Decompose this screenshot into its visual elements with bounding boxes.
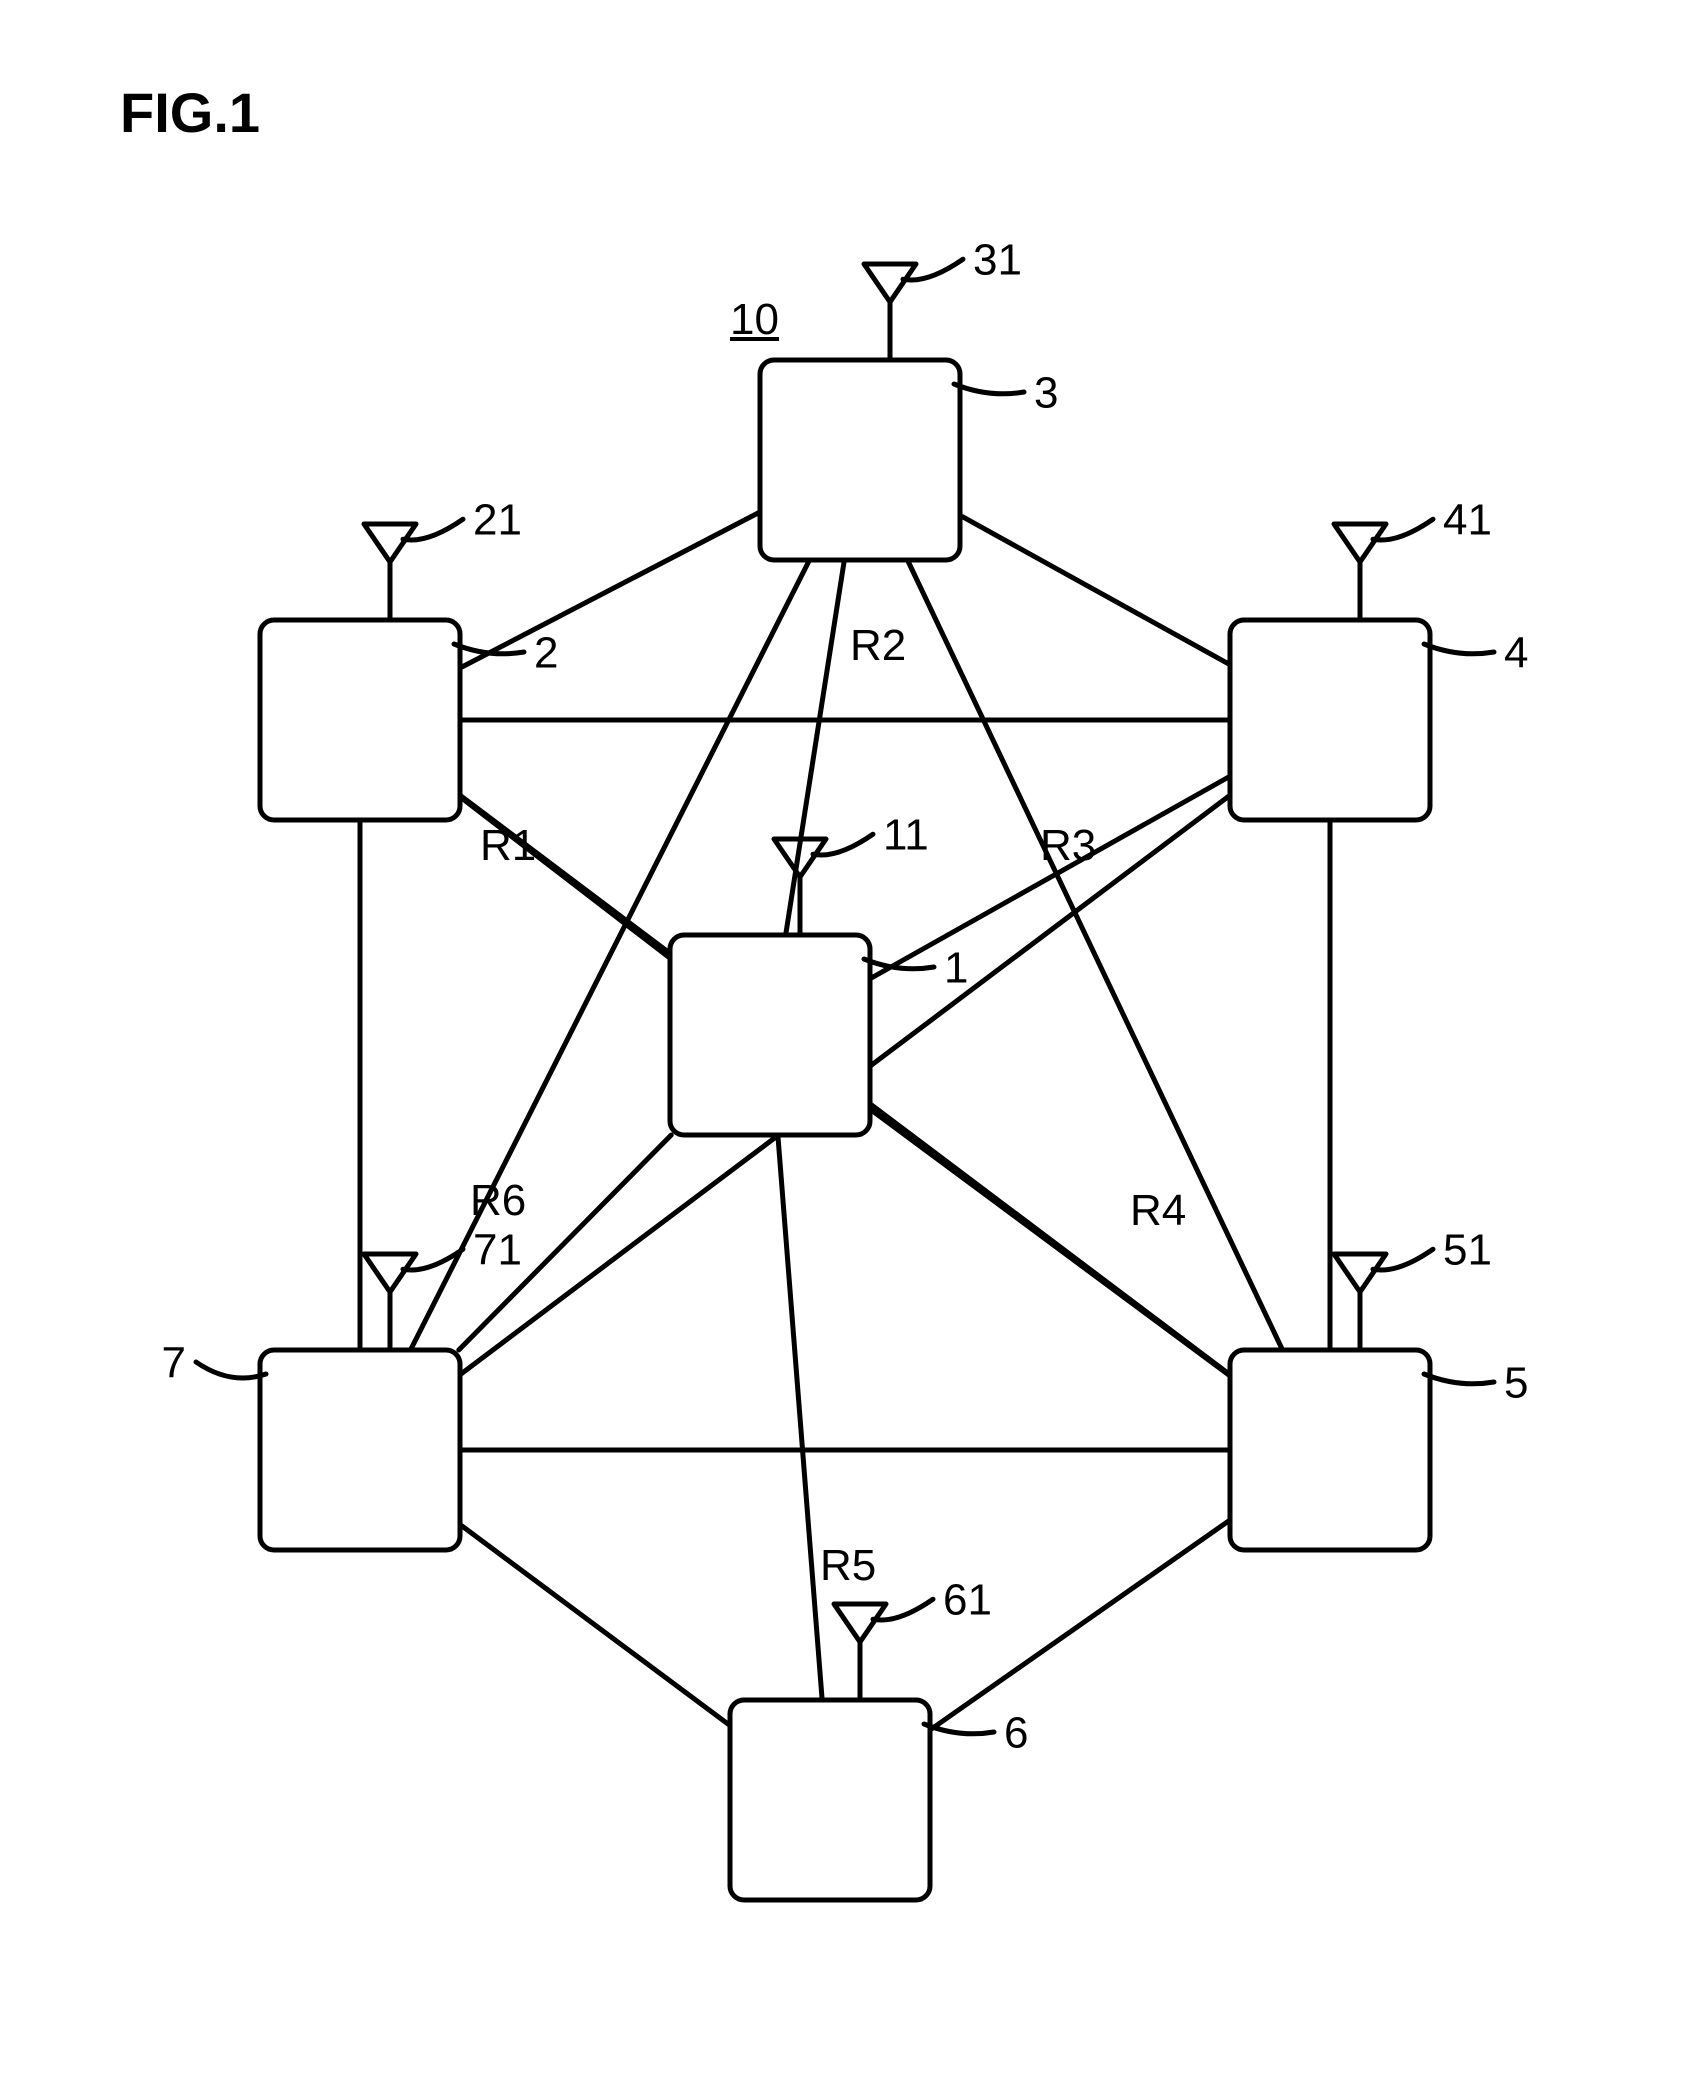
svg-text:4: 4 <box>1504 628 1528 677</box>
svg-text:41: 41 <box>1443 496 1492 545</box>
svg-text:R1: R1 <box>480 821 536 870</box>
svg-text:R6: R6 <box>470 1176 526 1225</box>
svg-text:31: 31 <box>973 236 1022 285</box>
svg-text:6: 6 <box>1004 1708 1028 1757</box>
svg-text:3: 3 <box>1034 368 1058 417</box>
svg-text:51: 51 <box>1443 1226 1492 1275</box>
svg-text:11: 11 <box>883 811 929 860</box>
svg-text:1: 1 <box>944 943 968 992</box>
svg-text:R3: R3 <box>1040 821 1096 870</box>
svg-text:R5: R5 <box>820 1541 876 1590</box>
svg-text:61: 61 <box>943 1576 992 1625</box>
svg-text:R4: R4 <box>1130 1186 1186 1235</box>
svg-text:2: 2 <box>534 628 558 677</box>
svg-text:5: 5 <box>1504 1358 1528 1407</box>
page: FIG.1 10 111212313414515616717R1R2R3R4R5… <box>0 0 1701 2085</box>
svg-text:R2: R2 <box>850 621 906 670</box>
network-diagram: 111212313414515616717R1R2R3R4R5R6 <box>0 0 1701 2085</box>
svg-text:7: 7 <box>162 1338 186 1387</box>
svg-text:71: 71 <box>473 1226 522 1275</box>
svg-text:21: 21 <box>473 496 522 545</box>
